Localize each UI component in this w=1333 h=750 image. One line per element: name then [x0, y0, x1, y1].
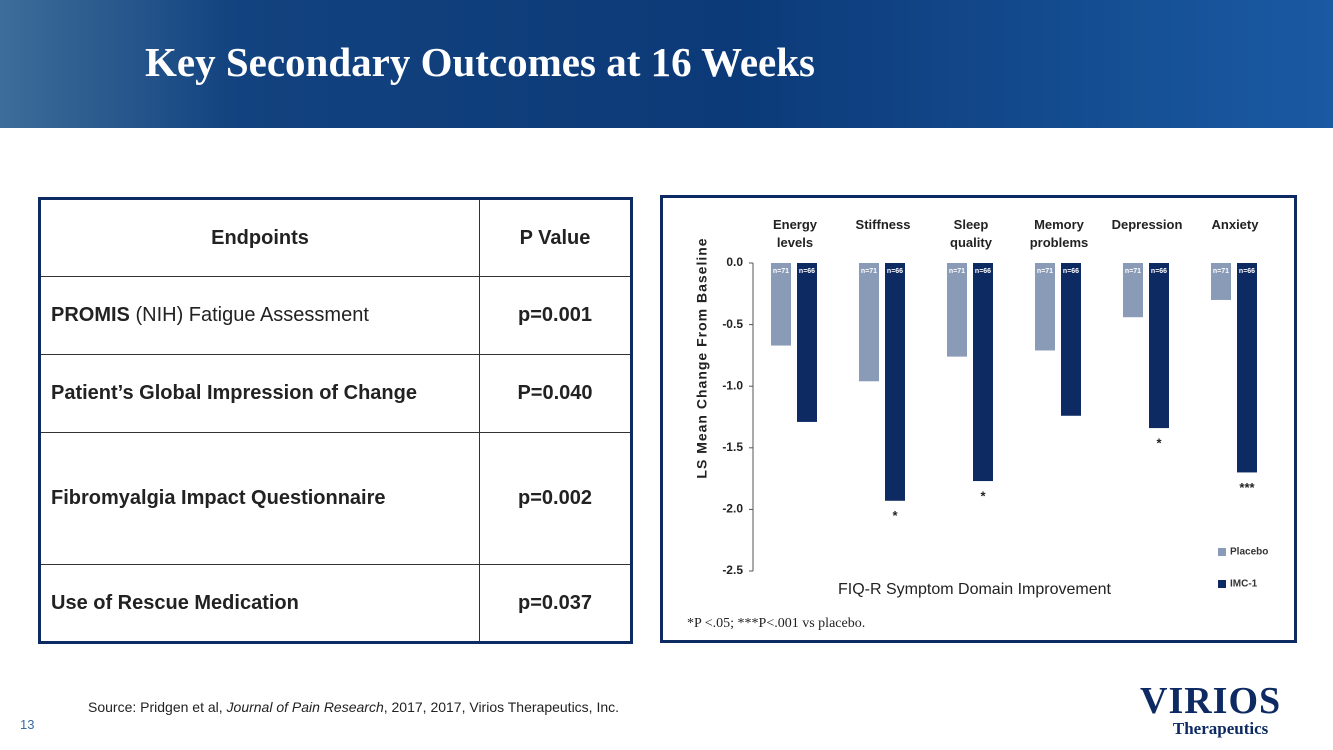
n-label: n=71	[1037, 268, 1053, 275]
chart-panel: LS Mean Change From Baseline FIQ-R Sympt…	[660, 195, 1297, 643]
y-tick-label: -1.5	[722, 440, 743, 454]
n-label: n=66	[1063, 268, 1079, 275]
chart: LS Mean Change From Baseline FIQ-R Sympt…	[687, 237, 1268, 631]
logo-tagline: Therapeutics	[1172, 719, 1269, 738]
page-number: 13	[20, 717, 35, 732]
category-label: Depression	[1111, 217, 1183, 232]
table-row: PROMIS (NIH) Fatigue Assessment p=0.001	[39, 276, 632, 355]
y-tick-label: -2.0	[722, 502, 743, 516]
chart-caption: FIQ-R Symptom Domain Improvement	[838, 581, 1112, 598]
bar	[973, 263, 993, 482]
n-label: n=71	[861, 268, 877, 275]
table-header: Endpoints P Value	[39, 198, 632, 277]
p-value: p=0.001	[479, 276, 632, 355]
p-value: p=0.037	[479, 564, 632, 643]
bar	[771, 263, 791, 346]
category-label: Stiffness	[855, 217, 911, 232]
bar	[1123, 263, 1143, 318]
y-tick-label: -1.0	[722, 378, 743, 392]
endpoint-cell: Patient’s Global Impression of Change	[39, 354, 480, 433]
category-label: Sleep quality	[950, 217, 992, 250]
endpoint-cell: Fibromyalgia Impact Questionnaire	[39, 432, 480, 565]
n-label: n=71	[773, 268, 789, 275]
significance: *	[892, 508, 898, 523]
category-label: Memory problems	[1029, 217, 1089, 250]
header-cell: P Value	[479, 198, 632, 277]
n-label: n=66	[887, 268, 903, 275]
significance: *	[980, 489, 986, 504]
bar	[797, 263, 817, 422]
legend-swatch	[1218, 548, 1226, 556]
n-label: n=71	[949, 268, 965, 275]
table-row: Patient’s Global Impression of Change P=…	[39, 354, 632, 433]
legend-swatch	[1218, 580, 1226, 588]
n-label: n=66	[975, 268, 991, 275]
significance: ***	[1239, 480, 1255, 495]
journal: Journal of Pain Research	[226, 699, 384, 715]
endpoints-table: Endpoints P Value PROMIS (NIH) Fatigue A…	[38, 197, 633, 644]
y-tick-label: -2.5	[722, 563, 743, 577]
endpoint-cell: Use of Rescue Medication	[39, 564, 480, 643]
source-text: , 2017, 2017, Virios Therapeutics, Inc.	[383, 699, 620, 715]
category-label: Anxiety	[1211, 217, 1259, 232]
n-label: n=71	[1213, 268, 1229, 275]
endpoint-cell: PROMIS (NIH) Fatigue Assessment	[39, 276, 480, 355]
bar	[885, 263, 905, 501]
y-tick-label: -0.5	[722, 317, 743, 331]
source-text: Source: Pridgen et al,	[88, 699, 227, 715]
bar	[1061, 263, 1081, 416]
bar	[947, 263, 967, 357]
n-label: n=71	[1125, 268, 1141, 275]
legend-label: Placebo	[1230, 547, 1268, 558]
category-label: Energy levels	[772, 217, 818, 250]
bar	[1035, 263, 1055, 351]
bar	[1211, 263, 1231, 300]
table-row: Use of Rescue Medication p=0.037	[39, 564, 632, 643]
table-row: Fibromyalgia Impact Questionnaire p=0.00…	[39, 432, 632, 565]
logo-name: VIRIOS	[1140, 680, 1282, 722]
p-value: p=0.002	[479, 432, 632, 565]
p-value: P=0.040	[479, 354, 632, 433]
logo: VIRIOS Therapeutics	[1140, 682, 1281, 738]
legend-label: IMC-1	[1230, 579, 1258, 590]
slide-title: Key Secondary Outcomes at 16 Weeks	[145, 39, 815, 85]
endpoint-text: (NIH) Fatigue Assessment	[129, 304, 369, 326]
significance: *	[1156, 436, 1162, 451]
n-label: n=66	[1239, 268, 1255, 275]
n-label: n=66	[799, 268, 815, 275]
bar	[859, 263, 879, 382]
header-band	[0, 0, 1333, 128]
source-note: Source: Pridgen et al, Journal of Pain R…	[88, 699, 619, 715]
bar	[1237, 263, 1257, 473]
y-axis-label: LS Mean Change From Baseline	[694, 237, 710, 478]
footnote: *P <.05; ***P<.001 vs placebo.	[687, 616, 865, 631]
n-label: n=66	[1151, 268, 1167, 275]
y-tick-label: 0.0	[726, 255, 743, 269]
endpoint-bold: PROMIS	[51, 304, 130, 326]
header-cell: Endpoints	[39, 198, 480, 277]
bar	[1149, 263, 1169, 429]
